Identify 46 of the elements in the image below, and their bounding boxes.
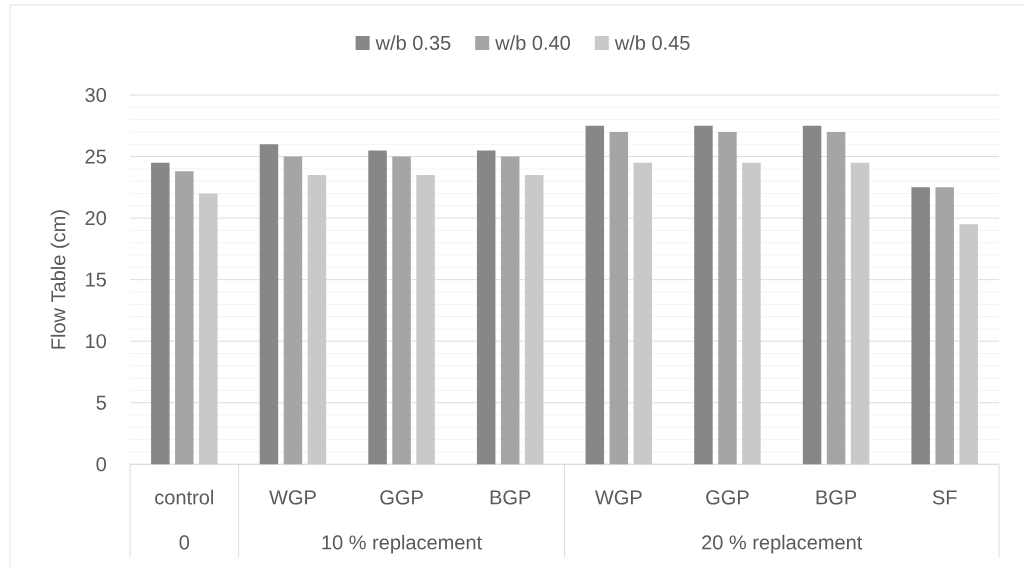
bar: [585, 125, 605, 465]
text: 0: [179, 535, 190, 550]
y-tick-label: 30: [85, 87, 107, 103]
bar: [718, 131, 737, 465]
x-tick-label: WGP: [269, 490, 316, 505]
bar: [368, 150, 387, 465]
bar: [175, 171, 194, 465]
bar: [392, 156, 411, 465]
y-tick-label: 15: [86, 272, 106, 287]
bar: [199, 193, 218, 465]
y-tick-label: 10: [86, 334, 107, 349]
x-tick-label: WGP: [595, 490, 642, 505]
text: 20 % replacement: [702, 534, 863, 554]
y-axis-title: Flow Table (cm): [50, 210, 70, 349]
bar: [609, 131, 629, 465]
bar: [151, 162, 170, 465]
bar: [524, 175, 544, 465]
bar: [935, 187, 954, 465]
bar: [500, 156, 520, 465]
bar: [283, 156, 303, 465]
y-tick-label: 20: [85, 211, 107, 226]
x-tick-label: control: [155, 489, 213, 505]
bar: [826, 131, 846, 465]
bar: [416, 175, 435, 465]
bar: [633, 162, 653, 465]
legend-label: w/b 0.35: [375, 35, 451, 50]
y-tick-label: 25: [85, 149, 106, 164]
x-tick-label: GGP: [380, 490, 423, 505]
x-tick-label: GGP: [706, 490, 749, 505]
bar: [802, 125, 822, 465]
legend-label: w/b 0.40: [495, 35, 570, 50]
bar: [850, 162, 870, 465]
x-tick-label: SF: [932, 490, 957, 505]
bar: [959, 224, 978, 465]
y-tick-label: 5: [96, 395, 106, 410]
bar: [742, 162, 761, 465]
legend-label: w/b 0.45: [614, 35, 690, 50]
text: 10 % replacement: [322, 534, 482, 554]
y-tick-label: 0: [96, 457, 107, 472]
x-tick-label: BGP: [816, 490, 857, 505]
x-tick-label: BGP: [490, 490, 531, 505]
bar: [694, 125, 713, 465]
bar: [307, 175, 327, 465]
bar: [259, 144, 279, 465]
bar: [911, 187, 930, 465]
bar: [476, 150, 496, 465]
